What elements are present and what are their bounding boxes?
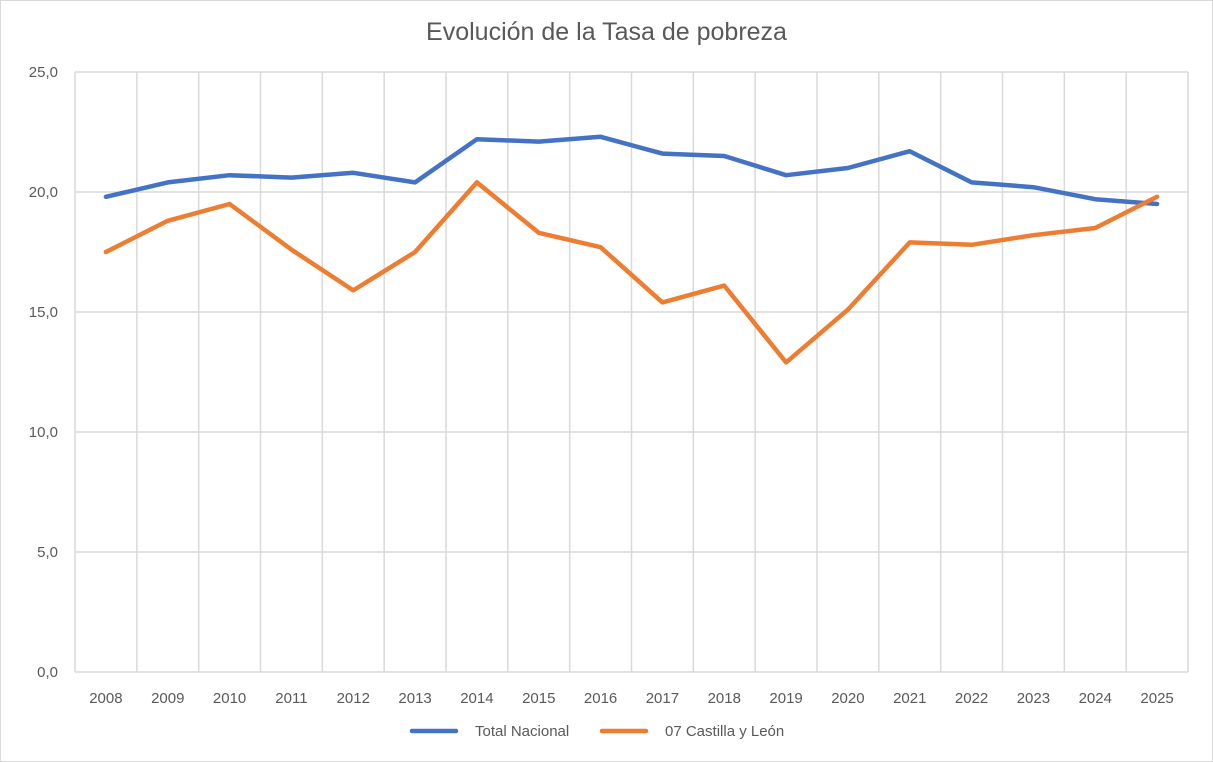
- chart-title: Evolución de la Tasa de pobreza: [426, 18, 787, 46]
- legend-item: Total Nacional: [409, 723, 569, 740]
- x-axis-ticks: 2008 2009 2010 2011 2012 2013 2014 2015 2016 2017…: [89, 690, 1174, 707]
- x-tick-label: 2015: [522, 690, 555, 707]
- legend: Total Nacional 07 Castilla y León: [409, 723, 784, 740]
- y-tick-label: 15,0: [29, 304, 58, 321]
- x-tick-label: 2008: [89, 690, 122, 707]
- legend-item: 07 Castilla y León: [599, 723, 784, 740]
- x-tick-label: 2020: [831, 690, 864, 707]
- x-tick-label: 2023: [1017, 690, 1050, 707]
- x-tick-label: 2024: [1079, 690, 1112, 707]
- x-tick-label: 2017: [646, 690, 679, 707]
- x-tick-label: 2009: [151, 690, 184, 707]
- series-lines: [103, 134, 1160, 365]
- legend-label: Total Nacional: [475, 723, 569, 740]
- gridlines: [74, 71, 1189, 673]
- y-tick-label: 20,0: [29, 184, 58, 201]
- y-axis-ticks: 0,0 5,0 10,0 15,0 20,0 25,0: [29, 64, 58, 681]
- x-tick-label: 2013: [398, 690, 431, 707]
- x-tick-label: 2021: [893, 690, 926, 707]
- x-tick-label: 2025: [1140, 690, 1173, 707]
- series-line-total-nacional: [103, 134, 1160, 207]
- y-tick-label: 5,0: [37, 544, 58, 561]
- legend-label: 07 Castilla y León: [665, 723, 784, 740]
- x-tick-label: 2016: [584, 690, 617, 707]
- x-tick-label: 2012: [337, 690, 370, 707]
- x-tick-label: 2019: [769, 690, 802, 707]
- x-tick-label: 2018: [708, 690, 741, 707]
- y-tick-label: 25,0: [29, 64, 58, 81]
- x-tick-label: 2011: [275, 690, 307, 707]
- x-tick-label: 2022: [955, 690, 988, 707]
- y-tick-label: 10,0: [29, 424, 58, 441]
- x-tick-label: 2010: [213, 690, 246, 707]
- series-line-castilla-y-leon: [103, 180, 1160, 365]
- y-tick-label: 0,0: [37, 664, 58, 681]
- x-tick-label: 2014: [460, 690, 493, 707]
